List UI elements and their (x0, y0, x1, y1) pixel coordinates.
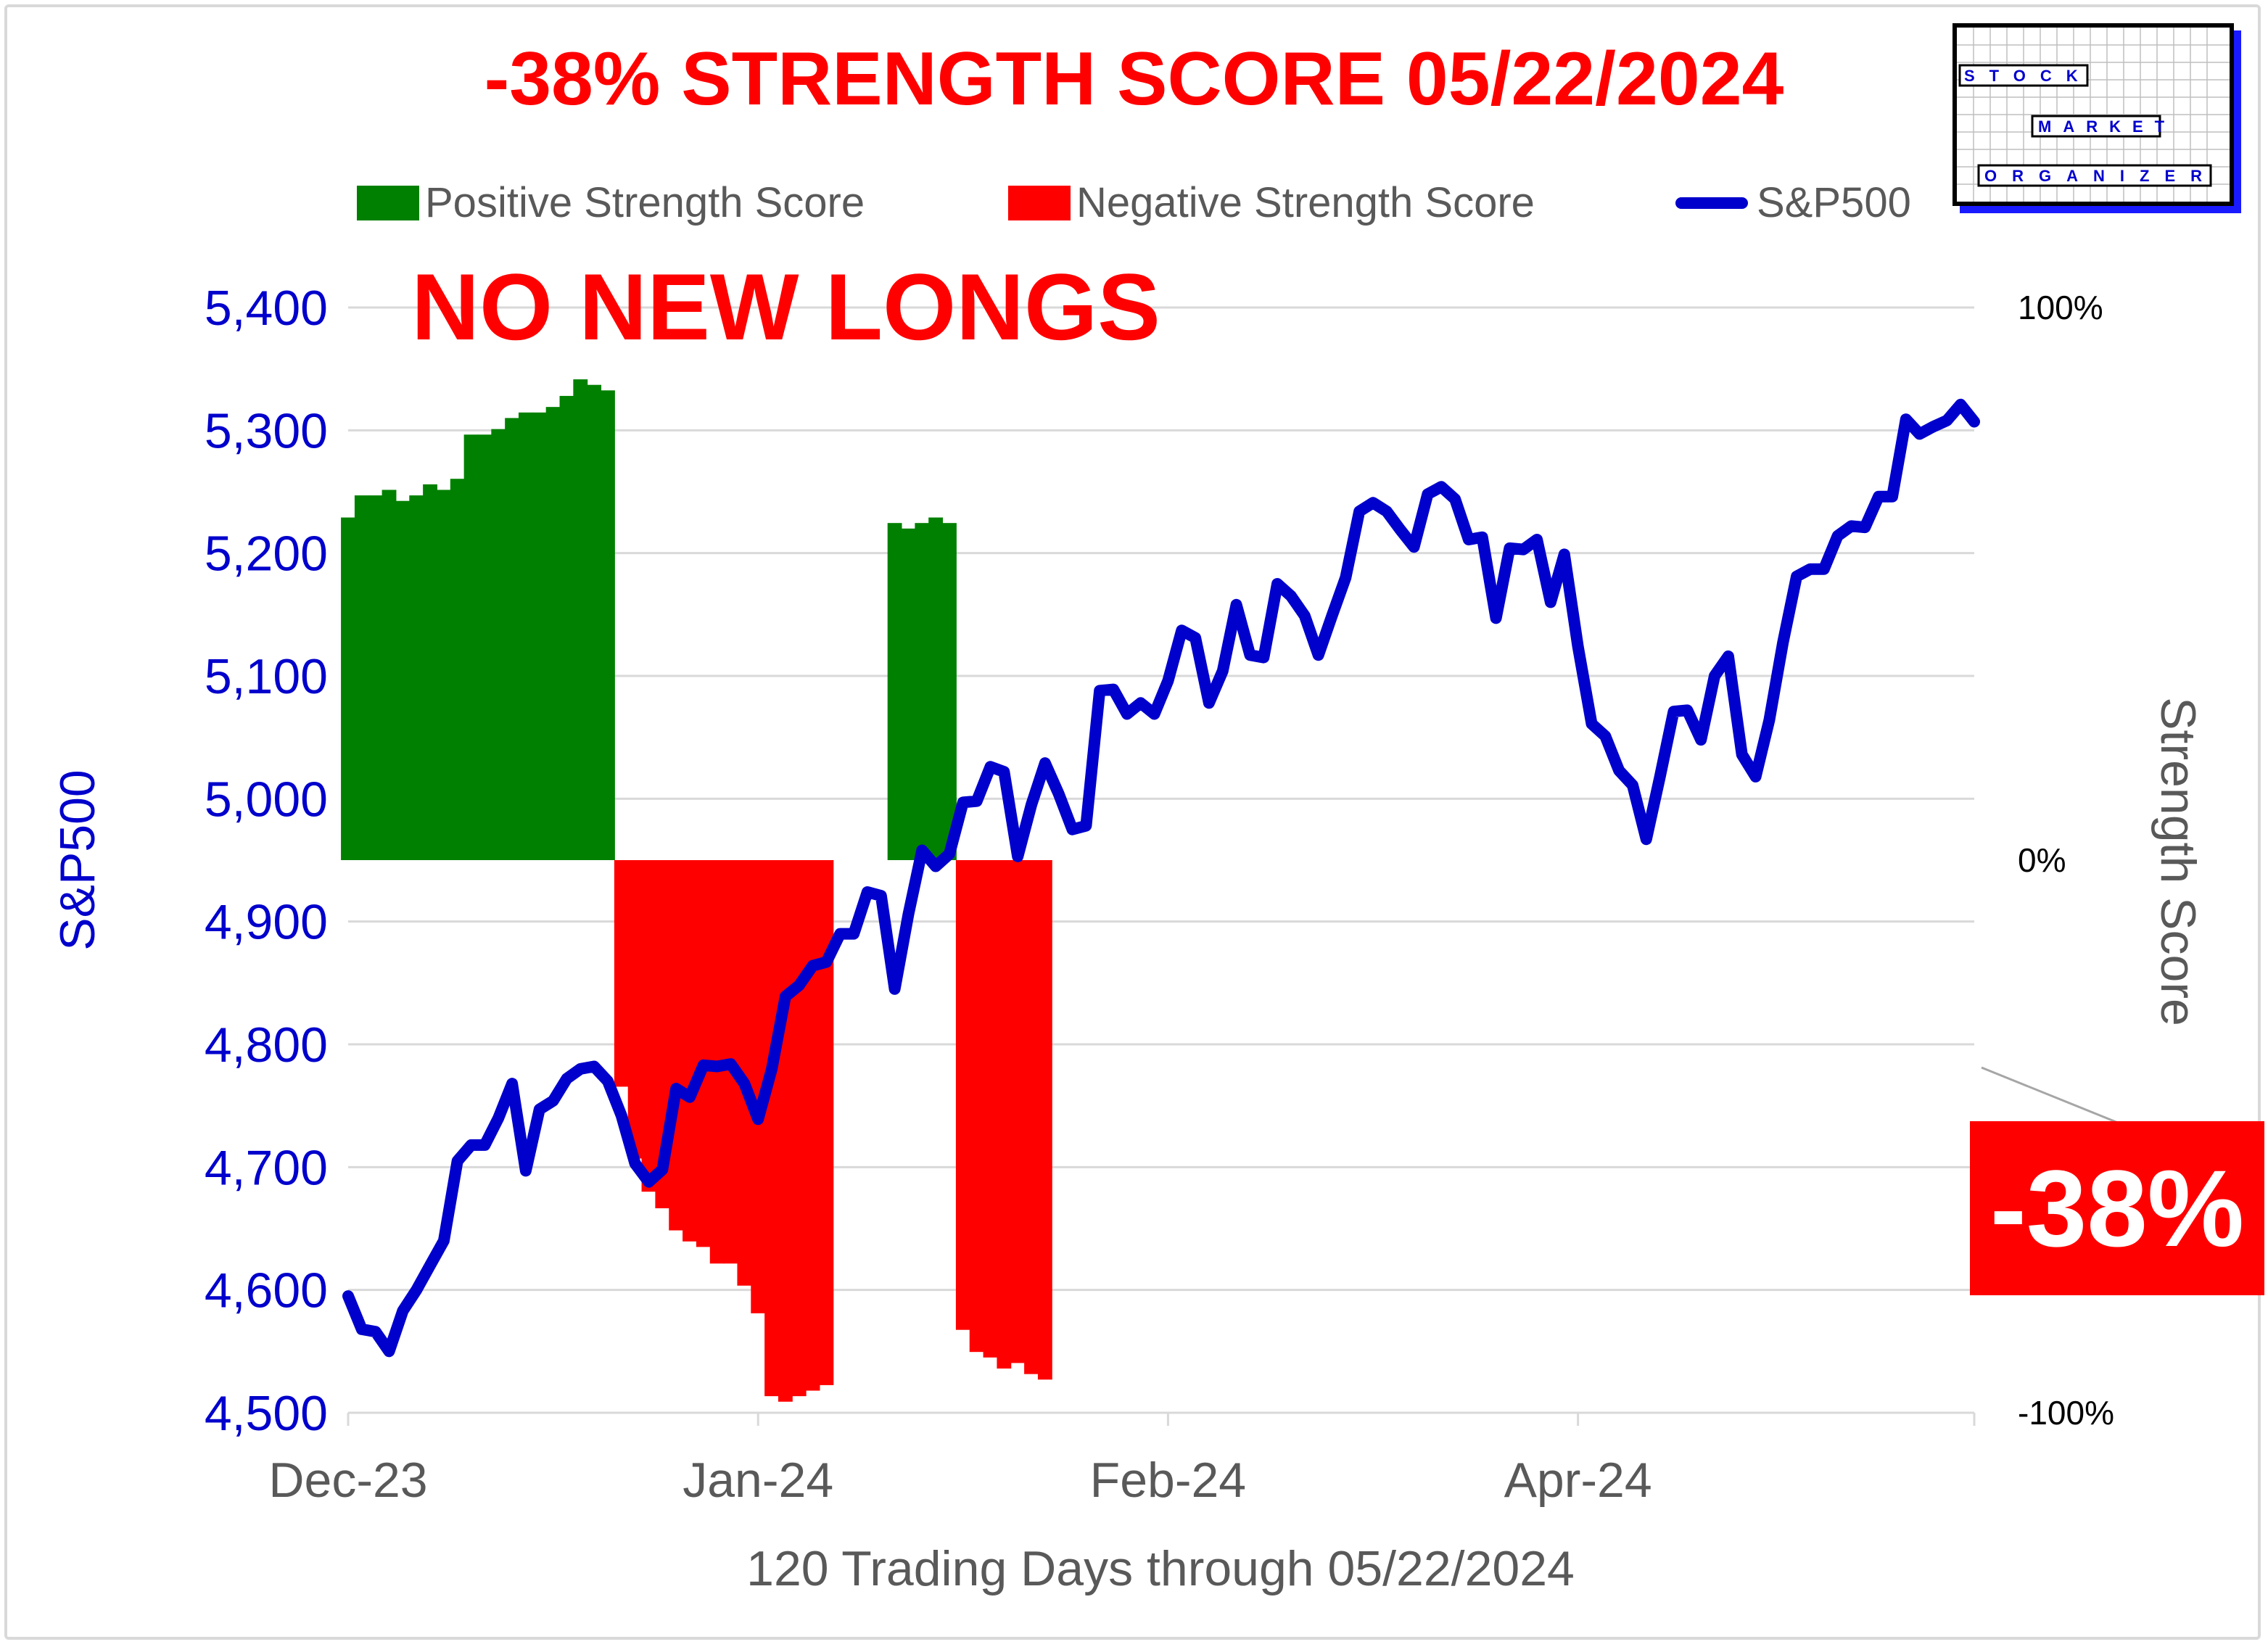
positive-score-bar (505, 418, 520, 860)
logo-line-1: STOCK (1964, 67, 2092, 85)
x-tick-label: Dec-23 (268, 1453, 427, 1508)
legend-swatch-sp500 (1675, 197, 1748, 209)
positive-score-bar (887, 523, 902, 860)
legend-positive: Positive Strength Score (357, 178, 865, 227)
positive-score-bar (559, 395, 574, 860)
current-score-callout: -38% (1970, 1121, 2264, 1295)
negative-score-bar (696, 860, 711, 1247)
legend-swatch-negative (1008, 185, 1071, 220)
negative-score-bar (955, 860, 970, 1330)
negative-score-bar (969, 860, 984, 1353)
positive-score-bar (942, 523, 957, 860)
negative-score-bar (614, 860, 629, 1087)
positive-score-bar (354, 495, 369, 860)
chart-subtitle: NO NEW LONGS (411, 254, 1160, 360)
legend-label-positive: Positive Strength Score (425, 179, 865, 226)
negative-score-bar (1010, 860, 1026, 1363)
callout-leader-line (1981, 1066, 2119, 1124)
positive-score-bar (928, 517, 944, 860)
y-tick-label: 5,000 (205, 772, 328, 827)
x-tick-label: Apr-24 (1504, 1453, 1652, 1508)
legend-sp500: S&P500 (1675, 178, 1911, 227)
y-axis-title: S&P500 (50, 769, 105, 951)
strength-bars (341, 379, 1052, 1402)
positive-score-bar (409, 495, 424, 860)
y2-tick-label: 100% (2018, 289, 2103, 326)
chart-title: -38% STRENGTH SCORE 05/22/2024 (484, 37, 1784, 121)
x-tick-label: Jan-24 (683, 1453, 833, 1508)
positive-score-bar (532, 412, 547, 860)
legend-label-negative: Negative Strength Score (1076, 179, 1535, 226)
positive-score-bar (601, 390, 615, 860)
positive-score-bar (463, 434, 479, 860)
axes: 4,500 4,600 4,700 4,800 4,900 5,000 5,100 5,200… (50, 281, 2206, 1596)
positive-score-bar (368, 495, 383, 860)
logo-line-2: MARKET (2038, 117, 2177, 136)
x-axis-title: 120 Trading Days through 05/22/2024 (746, 1541, 1575, 1596)
y-tick-label: 4,800 (205, 1017, 328, 1073)
legend-label-sp500: S&P500 (1757, 179, 1911, 226)
positive-score-bar (587, 384, 602, 860)
negative-score-bar (751, 860, 766, 1313)
positive-score-bar (436, 490, 451, 860)
positive-score-bar (901, 528, 916, 860)
positive-score-bar (477, 434, 492, 860)
negative-score-bar (805, 860, 820, 1391)
y-tick-label: 5,200 (205, 527, 328, 582)
y2-tick-label: 0% (2018, 841, 2066, 879)
y-tick-label: 4,600 (205, 1263, 328, 1318)
negative-score-bar (1037, 860, 1052, 1380)
positive-score-bar (491, 429, 506, 860)
negative-score-bar (778, 860, 793, 1402)
negative-score-bar (683, 860, 697, 1242)
positive-score-bar (450, 479, 465, 860)
positive-score-bar (915, 523, 930, 860)
positive-score-bar (382, 490, 397, 860)
y-tick-label: 4,700 (205, 1140, 328, 1195)
y-tick-label: 5,300 (205, 403, 328, 458)
sp500-line-group (342, 398, 1980, 1358)
negative-score-bar (819, 860, 834, 1385)
negative-score-bar (764, 860, 779, 1397)
positive-score-bar (545, 407, 561, 860)
positive-score-bar (519, 412, 533, 860)
chart-frame (4, 4, 2261, 1640)
y2-axis-title: Strength Score (2151, 697, 2206, 1026)
y-tick-label: 5,100 (205, 649, 328, 704)
negative-score-bar (1024, 860, 1039, 1374)
positive-score-bar (423, 484, 437, 860)
legend-negative: Negative Strength Score (1008, 178, 1535, 227)
positive-score-bar (573, 379, 588, 860)
negative-score-bar (983, 860, 998, 1358)
positive-score-bar (341, 517, 355, 860)
logo-grid (1957, 28, 2230, 202)
negative-score-bar (627, 860, 643, 1159)
negative-score-bar (669, 860, 684, 1231)
negative-score-bar (791, 860, 807, 1397)
y2-tick-label: -100% (2018, 1394, 2114, 1432)
negative-score-bar (737, 860, 752, 1286)
stock-market-organizer-logo: STOCK MARKET ORGANIZER (1952, 23, 2234, 206)
y-tick-label: 4,900 (205, 895, 328, 950)
negative-score-bar (997, 860, 1012, 1369)
x-tick-label: Feb-24 (1090, 1453, 1246, 1508)
legend-swatch-positive (357, 185, 419, 220)
y-tick-label: 4,500 (205, 1386, 328, 1441)
positive-score-bar (395, 500, 411, 860)
negative-score-bar (641, 860, 656, 1192)
y-tick-label: 5,400 (205, 281, 328, 336)
logo-line-3: ORGANIZER (1984, 167, 2217, 185)
sp500-line (342, 398, 1980, 1358)
